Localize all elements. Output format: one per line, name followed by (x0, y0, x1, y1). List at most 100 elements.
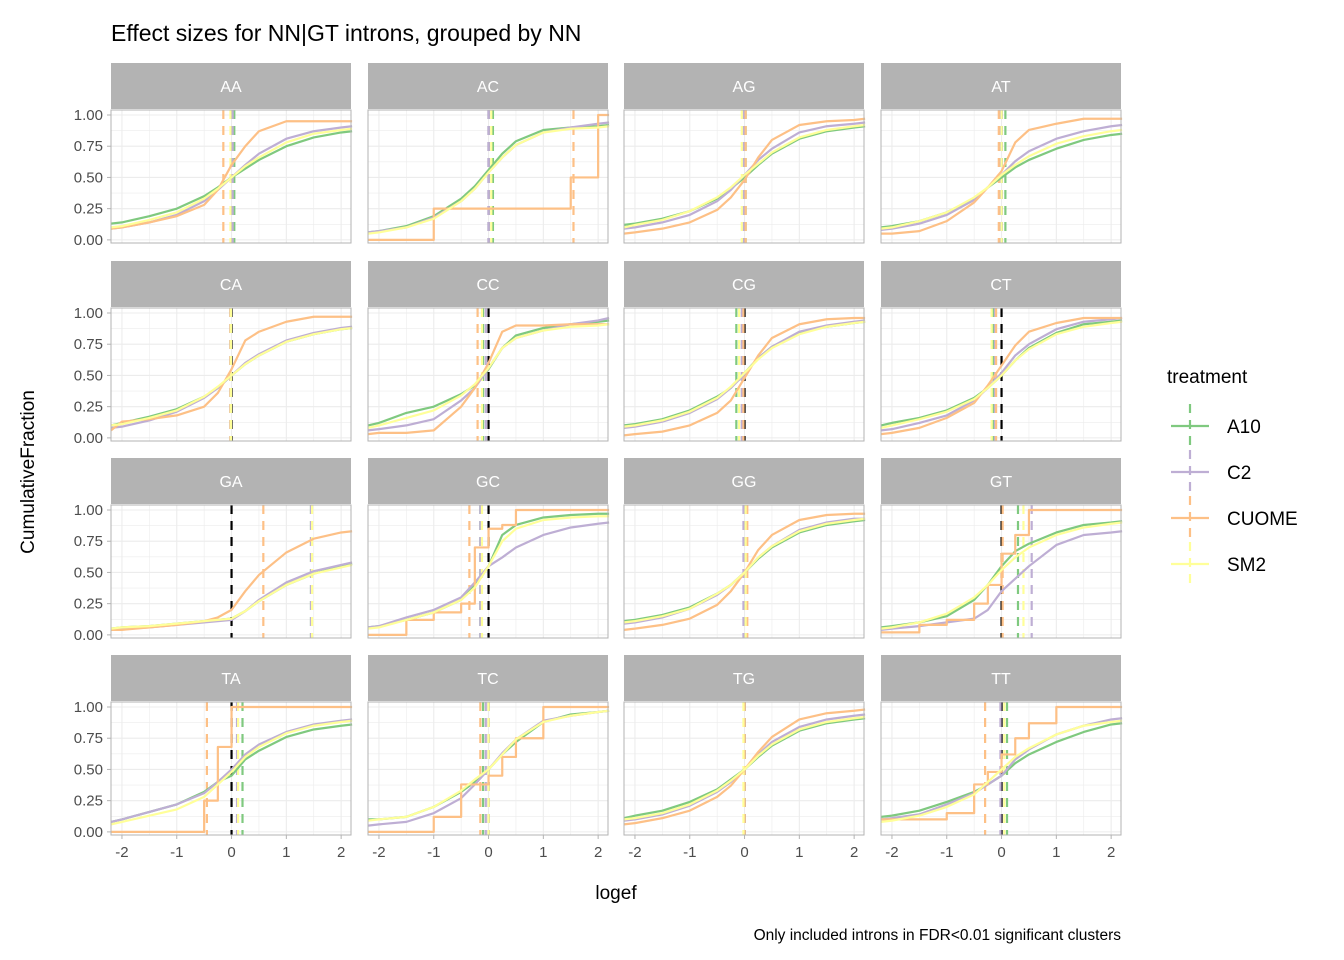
strip-label: GC (476, 474, 500, 491)
ecdf-line-sm2 (367, 709, 610, 822)
strip (111, 63, 351, 109)
strip (881, 655, 1121, 701)
facet-panel-gt: GT (880, 458, 1123, 639)
ecdf-line-sm2 (110, 127, 353, 229)
strip-label: CA (220, 277, 243, 294)
panel-border (367, 701, 609, 836)
x-tick-label: 0 (740, 844, 748, 861)
panel-border (623, 701, 865, 836)
y-tick-label: 0.75 (74, 533, 103, 550)
facet-panel-ct: CT (880, 261, 1123, 442)
panel-border (367, 504, 609, 639)
x-axis-label: logef (595, 883, 637, 904)
strip (368, 261, 608, 307)
strip-label: TG (733, 671, 755, 688)
y-tick-label: 0.00 (74, 627, 103, 644)
panel-border (623, 307, 865, 442)
ecdf-line-sm2 (880, 320, 1123, 429)
ecdf-line-cuome (881, 508, 1123, 634)
panel-border (880, 701, 1122, 836)
x-tick-label: 1 (539, 844, 547, 861)
ecdf-line-sm2 (367, 125, 610, 235)
x-tick-label: -1 (170, 844, 183, 861)
x-tick-label: 2 (594, 844, 602, 861)
ecdf-line-cuome (111, 705, 353, 833)
ecdf-line-cuome (367, 323, 610, 436)
ecdf-line-c2 (110, 718, 353, 823)
x-tick-label: 2 (337, 844, 345, 861)
ecdf-line-sm2 (623, 715, 866, 821)
x-tick-label: 1 (282, 844, 290, 861)
panel-border (880, 109, 1122, 244)
facet-panel-ac: AC (367, 63, 610, 244)
legend-label: CUOME (1227, 509, 1298, 530)
y-tick-label: 0.50 (74, 169, 103, 186)
strip-label: CT (990, 277, 1012, 294)
y-axis-label: CumulativeFraction (18, 390, 39, 554)
facet-panel-cc: CC (367, 261, 610, 442)
ecdf-line-cuome (110, 120, 353, 230)
facet-panel-ag: AG (623, 63, 866, 244)
x-tick-label: -2 (628, 844, 641, 861)
x-tick-label: 1 (795, 844, 803, 861)
x-tick-label: 0 (997, 844, 1005, 861)
ecdf-line-a10 (623, 125, 866, 226)
ecdf-line-sm2 (623, 320, 866, 428)
y-tick-label: 1.00 (74, 502, 103, 519)
ecdf-line-cuome (623, 316, 866, 437)
panel-border (880, 307, 1122, 442)
panel-border (110, 307, 352, 442)
y-tick-label: 0.25 (74, 596, 103, 613)
x-tick-label: -2 (372, 844, 385, 861)
ecdf-line-sm2 (623, 517, 866, 624)
strip-label: GG (732, 474, 757, 491)
x-tick-label: 0 (227, 844, 235, 861)
strip-label: GT (990, 474, 1012, 491)
strip-label: TA (221, 671, 241, 688)
x-tick-label: -2 (885, 844, 898, 861)
strip-label: TT (991, 671, 1011, 688)
strip (368, 458, 608, 504)
ecdf-line-cuome (111, 530, 353, 631)
legend-title: treatment (1167, 367, 1248, 388)
strip-label: GA (219, 474, 242, 491)
strip (881, 63, 1121, 109)
x-tick-label: -2 (115, 844, 128, 861)
ecdf-line-sm2 (367, 515, 610, 630)
strip-label: TC (477, 671, 498, 688)
facet-panel-gc: GC (367, 458, 610, 639)
ecdf-line-c2 (880, 316, 1123, 432)
strip (111, 655, 351, 701)
ecdf-line-sm2 (880, 719, 1123, 823)
strip (624, 261, 864, 307)
panel-border (110, 109, 352, 244)
strip (881, 458, 1121, 504)
facet-panel-cg: CG (623, 261, 866, 442)
facet-panel-tc: TC -2 -1 0 1 2 (367, 655, 610, 861)
ecdf-line-sm2 (880, 521, 1123, 630)
strip (368, 655, 608, 701)
strip-label: AG (732, 79, 755, 96)
legend-label: A10 (1227, 417, 1261, 438)
facet-panel-gg: GG (623, 458, 866, 639)
strip (881, 261, 1121, 307)
x-tick-label: -1 (940, 844, 953, 861)
y-tick-label: 0.25 (74, 201, 103, 218)
panel-border (880, 504, 1122, 639)
facet-panel-aa: AA 0.00 0.25 0.50 0.75 1.00 (74, 63, 353, 249)
strip (111, 261, 351, 307)
panel-border (623, 504, 865, 639)
legend: A10 C2 CUOME SM2 (1171, 404, 1298, 586)
panel-border (110, 701, 352, 836)
facet-panels: AA 0.00 0.25 0.50 0.75 1.00 AC AG AT CA 0.00 0.25 0.… (74, 63, 1123, 861)
facet-panel-at: AT (880, 63, 1123, 244)
facet-panel-tt: TT -2 -1 0 1 2 (880, 655, 1123, 861)
ecdf-line-sm2 (367, 323, 610, 429)
y-tick-label: 1.00 (74, 305, 103, 322)
strip-label: AA (220, 79, 242, 96)
ecdf-line-sm2 (110, 719, 353, 826)
ecdf-line-cuome (110, 315, 353, 432)
facet-panel-tg: TG -2 -1 0 1 2 (623, 655, 866, 861)
ecdf-line-cuome (368, 705, 610, 833)
legend-item-c2: C2 (1171, 450, 1251, 494)
